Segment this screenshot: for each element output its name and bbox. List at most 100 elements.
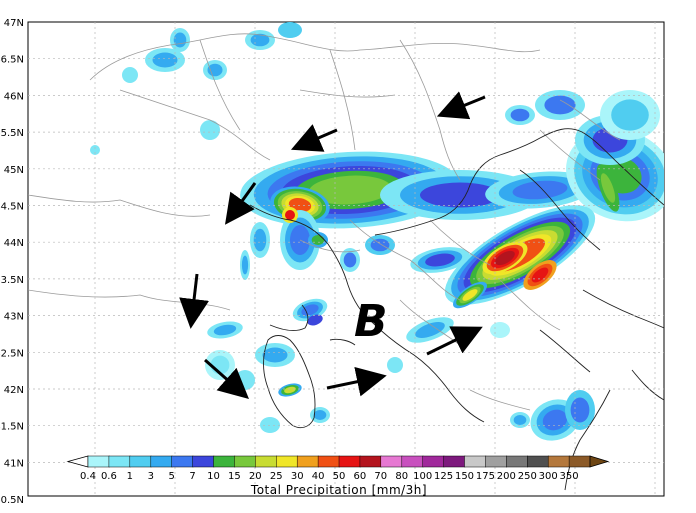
- colorbar-tick-label: 250: [518, 471, 537, 482]
- colorbar-tick-label: 150: [455, 471, 474, 482]
- colorbar-swatch: [150, 455, 173, 468]
- colorbar-swatch: [213, 455, 236, 468]
- wind-direction-arrow-icon: [204, 358, 249, 399]
- precip-cell: [262, 347, 288, 363]
- colorbar-swatch: [129, 455, 152, 468]
- precip-cell: [313, 410, 327, 420]
- colorbar-tick-label: 3: [148, 471, 154, 482]
- colorbar-swatch: [547, 455, 570, 468]
- lat-label: 42N: [4, 385, 24, 396]
- colorbar-swatch: [171, 455, 194, 468]
- colorbar-tick-label: 30: [291, 471, 304, 482]
- colorbar-max-cap: [589, 455, 610, 468]
- precip-cell: [307, 314, 323, 326]
- colorbar-swatch: [108, 455, 131, 468]
- low-pressure-label: B: [354, 296, 388, 347]
- lat-label: 46.5N: [0, 55, 24, 66]
- precip-cell: [425, 253, 455, 267]
- lat-label: 41N: [4, 458, 24, 469]
- precip-cell: [600, 173, 616, 203]
- colorbar-tick-label: 175: [476, 471, 495, 482]
- precip-cell: [152, 52, 178, 68]
- colorbar-swatch: [422, 455, 445, 468]
- precip-cell: [207, 63, 223, 77]
- precip-cell: [495, 250, 515, 266]
- colorbar-swatch: [338, 455, 361, 468]
- colorbar-tick-label: 1: [127, 471, 133, 482]
- colorbar-swatch: [192, 455, 215, 468]
- precip-cell: [343, 252, 357, 268]
- precip-cell: [570, 397, 590, 423]
- precipitation-field: [90, 22, 664, 441]
- wind-direction-arrow-icon: [436, 91, 486, 120]
- precip-cell: [510, 108, 530, 122]
- precip-cell: [285, 210, 295, 220]
- colorbar-swatch: [296, 455, 319, 468]
- precip-cell: [308, 175, 392, 205]
- colorbar-tick-label: 200: [497, 471, 516, 482]
- wind-direction-arrow-icon: [179, 273, 209, 329]
- precip-cell: [241, 255, 249, 275]
- precip-cell: [173, 32, 187, 48]
- precip-cell: [512, 180, 568, 200]
- latitude-labels: 47N 46.5N 46N 45.5N 45N 44.5N 44N 43.5N 43N 42.5N…: [0, 18, 24, 506]
- precip-cell: [544, 95, 576, 115]
- lat-label: 40.5N: [0, 495, 24, 506]
- lat-label: 46N: [4, 91, 24, 102]
- precip-cell: [542, 409, 568, 431]
- colorbar-swatch: [568, 455, 591, 468]
- lat-label: 42.5N: [0, 348, 24, 359]
- wind-direction-arrow-icon: [426, 326, 483, 356]
- precip-cell: [513, 415, 527, 425]
- lat-label: 44N: [4, 238, 24, 249]
- colorbar-swatch: [443, 455, 466, 468]
- precip-cell: [611, 99, 649, 131]
- colorbar-swatch: [464, 455, 487, 468]
- lat-label: 45N: [4, 165, 24, 176]
- wind-arrows: [179, 91, 486, 399]
- colorbar-swatch: [485, 455, 508, 468]
- lat-label: 47N: [4, 18, 24, 29]
- lat-label: 45.5N: [0, 128, 24, 139]
- colorbar-tick-label: 350: [560, 471, 579, 482]
- precip-cell: [531, 267, 549, 283]
- precip-cell: [462, 289, 478, 301]
- precip-cell: [311, 235, 325, 245]
- colorbar-tick-label: 70: [374, 471, 387, 482]
- lat-label: 44.5N: [0, 202, 24, 213]
- lat-label: 41.5N: [0, 422, 24, 433]
- precip-cell: [387, 357, 403, 373]
- precip-cell: [213, 324, 237, 336]
- colorbar-tick-label: 50: [333, 471, 346, 482]
- colorbar-tick-label: 20: [249, 471, 262, 482]
- colorbar-swatch: [359, 455, 382, 468]
- colorbar-tick-label: 80: [395, 471, 408, 482]
- colorbar-swatch: [506, 455, 528, 468]
- wind-direction-arrow-icon: [290, 124, 338, 152]
- lat-label: 43N: [4, 312, 24, 323]
- precip-cell: [122, 67, 138, 83]
- lat-label: 43.5N: [0, 275, 24, 286]
- colorbar-swatch: [317, 455, 340, 468]
- colorbar-tick-label: 300: [539, 471, 558, 482]
- colorbar: 0.4 0.6 1 3 5 7 10 15 20 25 30 40 50 60 70 80 100 125 150 1…: [66, 455, 610, 497]
- wind-direction-arrow-icon: [326, 366, 387, 397]
- precip-cell: [253, 228, 267, 252]
- colorbar-tick-label: 25: [270, 471, 283, 482]
- colorbar-swatch: [87, 455, 110, 468]
- colorbar-tick-label: 15: [228, 471, 241, 482]
- precip-cell: [490, 322, 510, 338]
- coastlines: [249, 128, 664, 491]
- precip-cell: [90, 145, 100, 155]
- precip-cell: [301, 304, 319, 316]
- precip-cell: [415, 322, 445, 338]
- colorbar-swatch: [380, 455, 403, 468]
- lat-lon-grid: [28, 22, 664, 496]
- precip-cell: [370, 238, 390, 252]
- colorbar-tick-label: 0.6: [101, 471, 117, 482]
- colorbar-tick-label: 5: [169, 471, 175, 482]
- colorbar-swatch: [255, 455, 277, 468]
- colorbar-tick-label: 125: [434, 471, 453, 482]
- colorbar-tick-label: 60: [354, 471, 367, 482]
